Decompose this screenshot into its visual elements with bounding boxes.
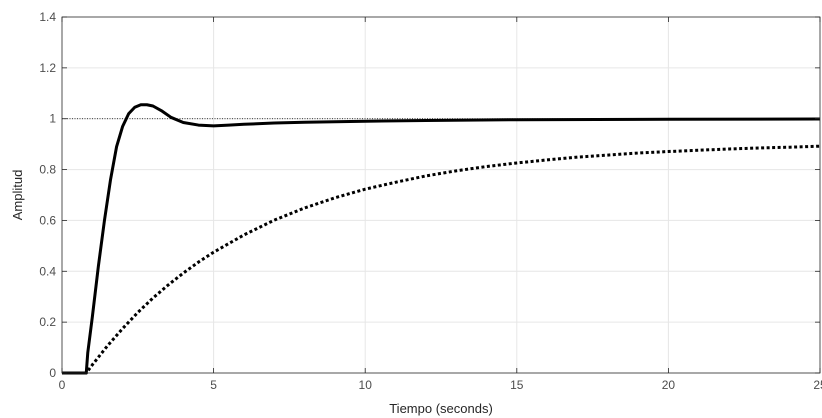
y-tick-label: 0.4 [39,264,56,278]
series-line-solid [62,103,821,375]
y-tick-label: 0.6 [39,213,56,227]
x-tick-label: 5 [210,378,217,392]
y-axis-label: Amplitud [10,170,25,221]
x-axis-ticks: 0 5 10 15 20 25 [59,17,822,392]
x-tick-label: 15 [510,378,524,392]
plot-area-frame [61,16,821,374]
y-tick-label: 1 [49,112,56,126]
x-tick-label: 25 [813,378,822,392]
series-line-dotted [62,144,821,375]
x-tick-label: 10 [359,378,373,392]
y-tick-label: 1.4 [39,10,56,24]
x-tick-label: 0 [59,378,66,392]
y-axis-ticks: 0 0.2 0.4 0.6 0.8 1 1.2 1.4 [39,10,820,380]
series-group [62,103,821,375]
y-tick-label: 1.2 [39,61,56,75]
y-tick-label: 0.8 [39,163,56,177]
y-tick-label: 0 [49,366,56,380]
y-tick-label: 0.2 [39,315,56,329]
grid-lines [62,17,820,373]
x-tick-label: 20 [662,378,676,392]
x-axis-label: Tiempo (seconds) [389,401,493,416]
